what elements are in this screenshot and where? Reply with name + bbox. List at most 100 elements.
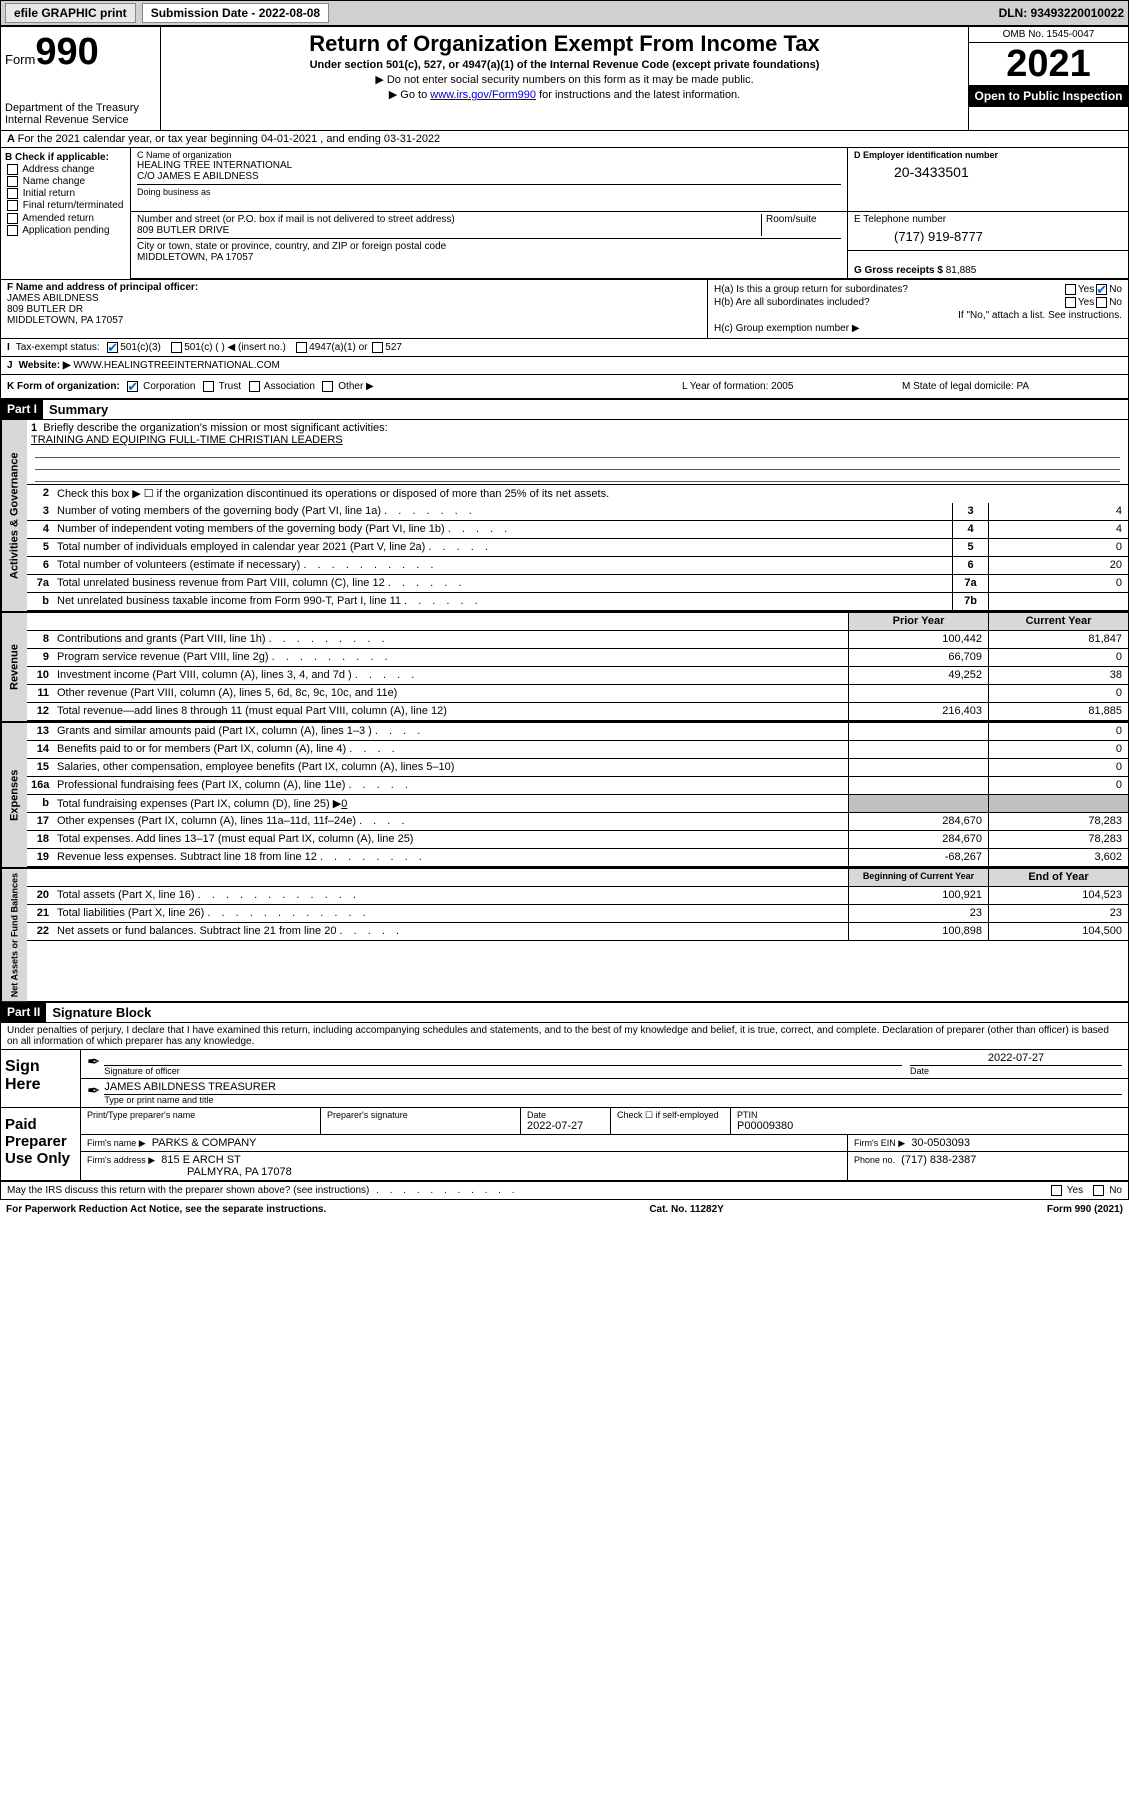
cb-address-change[interactable]: Address change bbox=[5, 164, 126, 175]
ein-label: D Employer identification number bbox=[854, 150, 1122, 160]
p18: 284,670 bbox=[848, 831, 988, 848]
hb-no[interactable] bbox=[1096, 297, 1107, 308]
l8: Contributions and grants (Part VIII, lin… bbox=[53, 631, 848, 648]
dept-treasury: Department of the Treasury bbox=[5, 102, 156, 114]
cb-527[interactable] bbox=[372, 342, 383, 353]
cb-other[interactable] bbox=[322, 381, 333, 392]
c11: 0 bbox=[988, 685, 1128, 702]
omb-number: OMB No. 1545-0047 bbox=[969, 27, 1128, 43]
dln: DLN: 93493220010022 bbox=[999, 6, 1124, 20]
discuss-label: May the IRS discuss this return with the… bbox=[7, 1185, 369, 1196]
l2: Check this box ▶ ☐ if the organization d… bbox=[53, 485, 1128, 503]
tab-net-assets: Net Assets or Fund Balances bbox=[1, 869, 27, 1001]
cb-name-change[interactable]: Name change bbox=[5, 176, 126, 187]
l4: Number of independent voting members of … bbox=[53, 521, 952, 538]
prep-date-label: Date bbox=[527, 1110, 604, 1120]
c10: 38 bbox=[988, 667, 1128, 684]
tab-expenses: Expenses bbox=[1, 723, 27, 867]
part2-header: Part II bbox=[1, 1003, 46, 1022]
paid-preparer-label: Paid Preparer Use Only bbox=[1, 1108, 81, 1180]
gross-label: G Gross receipts $ bbox=[854, 265, 943, 276]
top-bar: efile GRAPHIC print Submission Date - 20… bbox=[0, 0, 1129, 26]
beg-year-hdr: Beginning of Current Year bbox=[848, 869, 988, 886]
cat-no: Cat. No. 11282Y bbox=[326, 1204, 1047, 1215]
part1-header: Part I bbox=[1, 400, 43, 419]
p10: 49,252 bbox=[848, 667, 988, 684]
type-name-label: Type or print name and title bbox=[104, 1095, 1122, 1105]
state-domicile: M State of legal domicile: PA bbox=[902, 381, 1122, 392]
l20: Total assets (Part X, line 16) . . . . .… bbox=[53, 887, 848, 904]
self-employed-check[interactable]: Check ☐ if self-employed bbox=[611, 1108, 731, 1134]
tax-year-range: A For the 2021 calendar year, or tax yea… bbox=[1, 131, 1128, 148]
year-formation: L Year of formation: 2005 bbox=[682, 381, 902, 392]
form-ref: Form 990 (2021) bbox=[1047, 1204, 1123, 1215]
cb-501c3[interactable] bbox=[107, 342, 118, 353]
l22: Net assets or fund balances. Subtract li… bbox=[53, 923, 848, 940]
c12: 81,885 bbox=[988, 703, 1128, 720]
form-subtitle: Under section 501(c), 527, or 4947(a)(1)… bbox=[169, 59, 960, 71]
firm-ein-label: Firm's EIN ▶ bbox=[854, 1138, 905, 1148]
tax-year: 2021 bbox=[969, 43, 1128, 85]
c18: 78,283 bbox=[988, 831, 1128, 848]
l18: Total expenses. Add lines 13–17 (must eq… bbox=[53, 831, 848, 848]
cb-corp[interactable] bbox=[127, 381, 138, 392]
ha-no[interactable] bbox=[1096, 284, 1107, 295]
discuss-yes[interactable] bbox=[1051, 1185, 1062, 1196]
efile-print-button[interactable]: efile GRAPHIC print bbox=[5, 3, 136, 23]
l16a: Professional fundraising fees (Part IX, … bbox=[53, 777, 848, 794]
cb-final-return[interactable]: Final return/terminated bbox=[5, 200, 126, 211]
c14: 0 bbox=[988, 741, 1128, 758]
hb-label: H(b) Are all subordinates included? bbox=[714, 297, 1063, 308]
v3: 4 bbox=[988, 503, 1128, 520]
irs-label: Internal Revenue Service bbox=[5, 114, 156, 126]
cb-501c[interactable] bbox=[171, 342, 182, 353]
l14: Benefits paid to or for members (Part IX… bbox=[53, 741, 848, 758]
discuss-no[interactable] bbox=[1093, 1185, 1104, 1196]
form-title: Return of Organization Exempt From Incom… bbox=[169, 31, 960, 57]
open-to-public: Open to Public Inspection bbox=[969, 85, 1128, 107]
cb-initial-return[interactable]: Initial return bbox=[5, 188, 126, 199]
c15: 0 bbox=[988, 759, 1128, 776]
prep-date: 2022-07-27 bbox=[527, 1120, 604, 1132]
l10: Investment income (Part VIII, column (A)… bbox=[53, 667, 848, 684]
c9: 0 bbox=[988, 649, 1128, 666]
section-b: B Check if applicable: Address change Na… bbox=[1, 148, 131, 279]
cb-amended-return[interactable]: Amended return bbox=[5, 213, 126, 224]
v7b bbox=[988, 593, 1128, 610]
k-label: K Form of organization: bbox=[7, 381, 120, 392]
form-label: Form990 bbox=[5, 31, 156, 74]
p13 bbox=[848, 723, 988, 740]
officer-name-title: JAMES ABILDNESS TREASURER bbox=[104, 1081, 1122, 1095]
ptin-value: P00009380 bbox=[737, 1120, 1122, 1132]
cb-app-pending[interactable]: Application pending bbox=[5, 225, 126, 236]
b22: 100,898 bbox=[848, 923, 988, 940]
p12: 216,403 bbox=[848, 703, 988, 720]
submission-date: Submission Date - 2022-08-08 bbox=[142, 3, 329, 23]
ha-yes[interactable] bbox=[1065, 284, 1076, 295]
part1-title: Summary bbox=[43, 400, 114, 419]
l19: Revenue less expenses. Subtract line 18 … bbox=[53, 849, 848, 866]
cb-4947[interactable] bbox=[296, 342, 307, 353]
tax-exempt-label: Tax-exempt status: bbox=[16, 342, 100, 353]
website-label: Website: ▶ bbox=[19, 360, 71, 371]
c17: 78,283 bbox=[988, 813, 1128, 830]
pen-icon: ✒ bbox=[87, 1052, 100, 1076]
p14 bbox=[848, 741, 988, 758]
c8: 81,847 bbox=[988, 631, 1128, 648]
b21: 23 bbox=[848, 905, 988, 922]
cb-trust[interactable] bbox=[203, 381, 214, 392]
p9: 66,709 bbox=[848, 649, 988, 666]
org-name: HEALING TREE INTERNATIONAL bbox=[137, 160, 841, 171]
sign-here-label: Sign Here bbox=[1, 1050, 81, 1107]
ein-value: 20-3433501 bbox=[854, 160, 1122, 184]
hb-yes[interactable] bbox=[1065, 297, 1076, 308]
end-year-hdr: End of Year bbox=[988, 869, 1128, 886]
v4: 4 bbox=[988, 521, 1128, 538]
p19: -68,267 bbox=[848, 849, 988, 866]
tab-revenue: Revenue bbox=[1, 613, 27, 721]
cb-assoc[interactable] bbox=[249, 381, 260, 392]
gross-value: 81,885 bbox=[946, 265, 977, 276]
irs-link[interactable]: www.irs.gov/Form990 bbox=[430, 89, 536, 101]
p8: 100,442 bbox=[848, 631, 988, 648]
current-year-hdr: Current Year bbox=[988, 613, 1128, 630]
